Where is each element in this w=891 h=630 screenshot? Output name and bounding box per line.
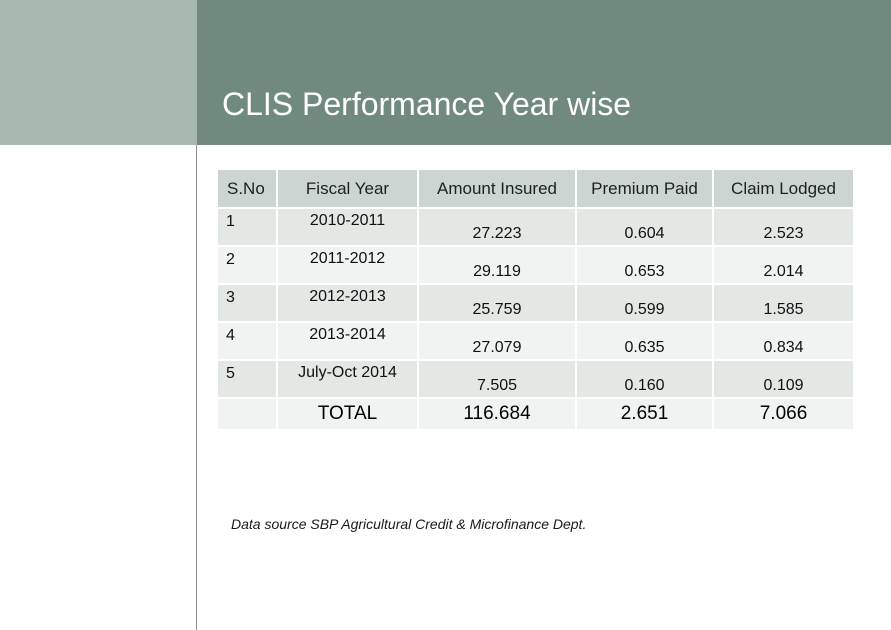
cell-total-claim-lodged: 7.066 [712, 397, 855, 431]
table-total-row: TOTAL 116.684 2.651 7.066 [216, 397, 855, 431]
cell-claim-lodged: 1.585 [712, 283, 855, 323]
cell-sno: 1 [216, 207, 278, 247]
cell-sno: 3 [216, 283, 278, 323]
cell-premium-paid: 0.160 [575, 359, 714, 399]
cell-amount-insured: 25.759 [417, 283, 577, 323]
cell-total-label: TOTAL [276, 397, 419, 431]
cell-premium-paid: 0.635 [575, 321, 714, 361]
cell-amount-insured: 27.223 [417, 207, 577, 247]
cell-amount-insured: 27.079 [417, 321, 577, 361]
cell-premium-paid: 0.653 [575, 245, 714, 285]
slide-title: CLIS Performance Year wise [222, 86, 632, 122]
header-band [197, 0, 891, 145]
cell-fiscal-year: July-Oct 2014 [276, 359, 419, 399]
column-header-amount-insured: Amount Insured [417, 168, 577, 209]
cell-fiscal-year: 2012-2013 [276, 283, 419, 323]
cell-claim-lodged: 2.523 [712, 207, 855, 247]
table-header-row: S.No Fiscal Year Amount Insured Premium … [216, 168, 855, 209]
cell-sno: 2 [216, 245, 278, 285]
performance-table: S.No Fiscal Year Amount Insured Premium … [216, 168, 855, 431]
divider-line [196, 145, 197, 630]
cell-sno: 4 [216, 321, 278, 361]
cell-premium-paid: 0.604 [575, 207, 714, 247]
cell-sno: 5 [216, 359, 278, 399]
table-row: 5 July-Oct 2014 7.505 0.160 0.109 [216, 359, 855, 399]
table-row: 1 2010-2011 27.223 0.604 2.523 [216, 207, 855, 247]
cell-amount-insured: 7.505 [417, 359, 577, 399]
data-source-note: Data source SBP Agricultural Credit & Mi… [231, 516, 587, 532]
cell-claim-lodged: 0.834 [712, 321, 855, 361]
column-header-fiscal-year: Fiscal Year [276, 168, 419, 209]
table-row: 4 2013-2014 27.079 0.635 0.834 [216, 321, 855, 361]
cell-fiscal-year: 2013-2014 [276, 321, 419, 361]
cell-fiscal-year: 2011-2012 [276, 245, 419, 285]
cell-total-sno [216, 397, 278, 431]
column-header-premium-paid: Premium Paid [575, 168, 714, 209]
cell-claim-lodged: 0.109 [712, 359, 855, 399]
side-accent-block [0, 0, 197, 145]
table-row: 2 2011-2012 29.119 0.653 2.014 [216, 245, 855, 285]
table-row: 3 2012-2013 25.759 0.599 1.585 [216, 283, 855, 323]
column-header-claim-lodged: Claim Lodged [712, 168, 855, 209]
cell-fiscal-year: 2010-2011 [276, 207, 419, 247]
cell-premium-paid: 0.599 [575, 283, 714, 323]
cell-claim-lodged: 2.014 [712, 245, 855, 285]
cell-total-amount-insured: 116.684 [417, 397, 577, 431]
cell-amount-insured: 29.119 [417, 245, 577, 285]
cell-total-premium-paid: 2.651 [575, 397, 714, 431]
column-header-sno: S.No [216, 168, 278, 209]
